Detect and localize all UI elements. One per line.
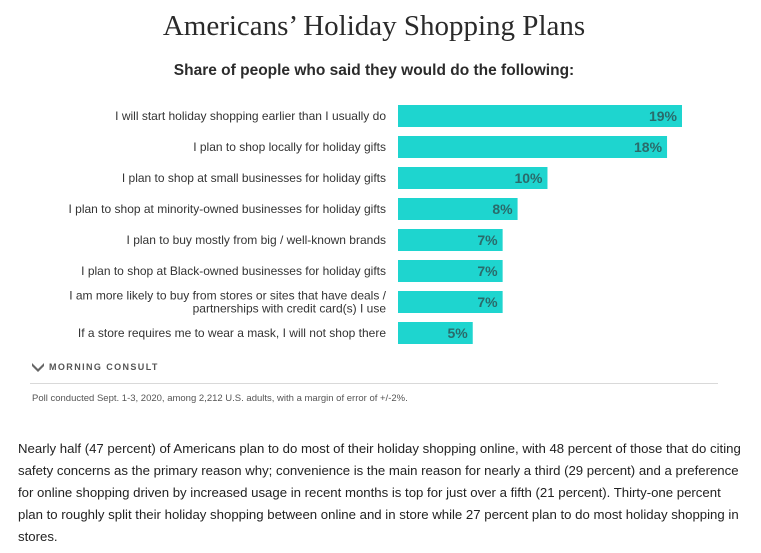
category-label: I plan to shop at small businesses for h… [122,171,386,185]
category-label: I plan to buy mostly from big / well-kno… [127,233,386,247]
divider [30,383,718,384]
bar [398,260,503,282]
chart-title: Americans’ Holiday Shopping Plans [162,10,586,42]
bar [398,229,503,251]
category-label: If a store requires me to wear a mask, I… [78,326,386,340]
category-label: partnerships with credit card(s) I use [193,302,387,316]
bar-value-label: 7% [477,232,498,248]
bar-value-label: 8% [492,201,513,217]
bar-chart: 19% I will start holiday shopping earlier… [68,105,682,344]
category-label: I plan to shop locally for holiday gifts [193,140,386,154]
brand-name: MORNING CONSULT [49,362,159,372]
chart-subtitle: Share of people who said they would do t… [173,62,575,79]
bar [398,167,548,189]
article-paragraph: Nearly half (47 percent) of Americans pl… [18,441,741,544]
bar-value-label: 10% [514,170,543,186]
bar [398,198,518,220]
poll-footnote: Poll conducted Sept. 1-3, 2020, among 2,… [32,393,408,404]
brand-logo: MORNING CONSULT [32,362,159,372]
bar-value-label: 7% [477,263,498,279]
bar-value-label: 5% [448,325,469,341]
category-label: I plan to shop at Black-owned businesses… [81,264,386,278]
bar [398,105,682,127]
chart-card: Americans’ Holiday Shopping Plans Share … [30,0,718,412]
bar [398,291,503,313]
morning-consult-logo-icon [32,362,44,372]
category-label: I will start holiday shopping earlier th… [115,109,386,123]
bar-value-label: 18% [634,139,663,155]
bar [398,136,668,158]
bar [398,322,473,344]
category-label: I am more likely to buy from stores or s… [69,289,386,303]
bar-value-label: 7% [477,294,498,310]
bar-value-label: 19% [649,108,678,124]
category-label: I plan to shop at minority-owned busines… [68,202,386,216]
